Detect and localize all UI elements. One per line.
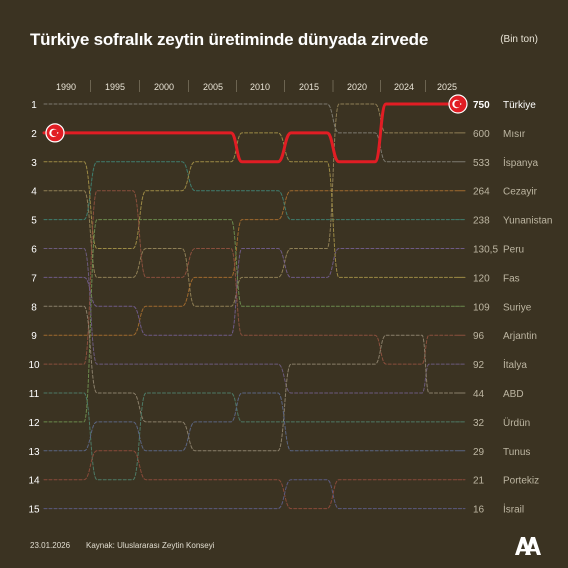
turkish-flag-icon (45, 123, 65, 143)
series-name: Türkiye (503, 100, 536, 111)
year-label: 2010 (250, 82, 270, 92)
rank-label: 8 (31, 302, 37, 313)
series-value: 29 (473, 447, 485, 458)
series-line-i-spanya (43, 103, 466, 163)
year-label: 1990 (56, 82, 76, 92)
rank-label: 15 (28, 505, 40, 516)
series-value: 92 (473, 360, 485, 371)
series-value: 96 (473, 331, 485, 342)
series-name: Arjantin (503, 331, 537, 342)
series-value: 16 (473, 505, 485, 516)
rank-label: 2 (31, 129, 37, 140)
series-line-cezayir (43, 190, 466, 336)
rank-label: 9 (31, 331, 37, 342)
series-value: 533 (473, 158, 490, 169)
series-value: 109 (473, 302, 490, 313)
series-line-t-rkiye (42, 102, 467, 164)
series-name: Yunanistan (503, 216, 553, 227)
year-label: 2020 (347, 82, 367, 92)
grid-layer (90, 80, 426, 92)
rank-label: 5 (31, 216, 37, 227)
chart-title: Türkiye sofralık zeytin üretiminde dünya… (30, 30, 429, 49)
series-name: Portekiz (503, 476, 539, 487)
series-name: İspanya (503, 156, 538, 169)
series-value: 264 (473, 187, 490, 198)
series-value: 750 (473, 100, 490, 111)
rank-label: 4 (31, 187, 37, 198)
series-value: 21 (473, 476, 485, 487)
rank-label: 3 (31, 158, 37, 169)
series-name: Suriye (503, 302, 532, 313)
faded-series-layer (43, 103, 466, 510)
footer-date: 23.01.2026 (30, 541, 71, 550)
rank-label: 11 (29, 389, 40, 400)
series-value: 600 (473, 129, 490, 140)
series-name: Mısır (503, 129, 526, 140)
label-layer: 1990 1995 2000 2005 2010 2015 2020 2024 20251234… (28, 82, 552, 516)
year-label: 2024 (394, 82, 414, 92)
series-name: Cezayir (503, 187, 538, 198)
rank-label: 14 (28, 476, 40, 487)
rank-label: 10 (28, 360, 40, 371)
year-label: 2025 (437, 82, 457, 92)
turkish-flag-icon (448, 94, 468, 114)
series-name: Fas (503, 273, 520, 284)
series-line-i-srail (43, 479, 466, 510)
series-line--rd-n (43, 392, 466, 481)
series-value: 44 (473, 389, 485, 400)
series-name: Peru (503, 245, 524, 256)
rank-label: 1 (31, 100, 37, 111)
rank-label: 13 (28, 447, 40, 458)
series-name: İsrail (503, 503, 524, 516)
series-value: 238 (473, 216, 490, 227)
series-value: 130,5 (473, 245, 498, 256)
year-label: 1995 (105, 82, 125, 92)
series-name: Ürdün (503, 417, 530, 429)
series-name: Tunus (503, 447, 530, 458)
footer-source: Kaynak: Uluslararası Zeytin Konseyi (86, 541, 215, 550)
series-line-portekiz (43, 450, 466, 510)
rank-label: 12 (28, 418, 40, 429)
series-line-suriye (43, 219, 466, 423)
year-label: 2005 (203, 82, 223, 92)
aa-logo-icon (515, 537, 541, 555)
year-label: 2000 (154, 82, 174, 92)
series-line-peru (43, 248, 466, 336)
series-line-i-talya (43, 248, 466, 394)
series-name: ABD (503, 389, 524, 400)
rank-label: 7 (31, 273, 37, 284)
series-line-fas (43, 132, 466, 278)
series-line-yunanistan (43, 161, 466, 221)
series-value: 120 (473, 273, 490, 284)
highlight-series-layer (42, 94, 468, 164)
series-line-arjantin (43, 190, 466, 365)
rank-label: 6 (31, 245, 37, 256)
series-value: 32 (473, 418, 485, 429)
series-line-abd (43, 305, 466, 452)
year-label: 2015 (299, 82, 319, 92)
series-name: İtalya (503, 358, 527, 371)
unit-label: (Bin ton) (500, 34, 538, 45)
series-line-tunus (43, 392, 466, 452)
